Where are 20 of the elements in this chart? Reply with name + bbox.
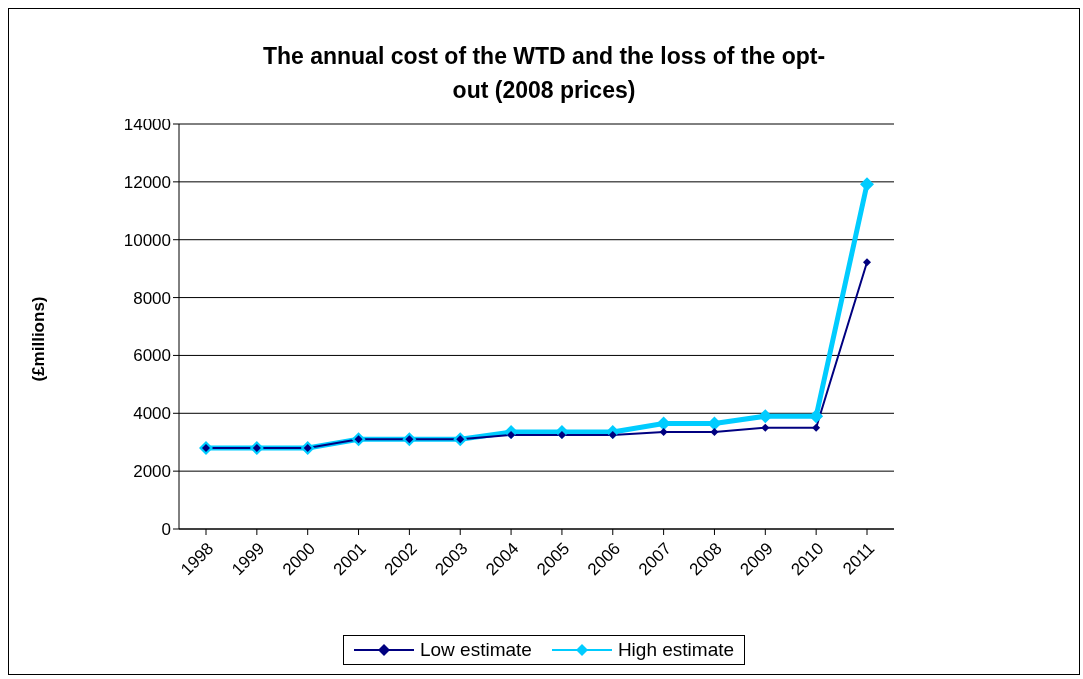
y-axis-title: (£millions) bbox=[29, 296, 49, 382]
y-tick-label: 8000 bbox=[133, 288, 171, 308]
legend-label: High estimate bbox=[617, 639, 735, 661]
y-tick-label: 0 bbox=[161, 520, 171, 540]
point bbox=[758, 409, 773, 424]
chart-title: The annual cost of the WTD and the loss of the opt-out (2008 prices) bbox=[261, 42, 827, 105]
point bbox=[809, 409, 824, 424]
y-tick-label: 10000 bbox=[123, 230, 171, 250]
y-tick-label: 6000 bbox=[133, 346, 171, 366]
point bbox=[710, 428, 719, 437]
y-tick-label: 12000 bbox=[123, 172, 171, 192]
point bbox=[761, 423, 770, 432]
point bbox=[659, 428, 668, 437]
point bbox=[812, 423, 821, 432]
y-tick-label: 14000 bbox=[123, 115, 171, 135]
point bbox=[860, 177, 874, 192]
legend-label: Low estimate bbox=[419, 639, 532, 661]
y-tick-label: 2000 bbox=[133, 462, 171, 482]
point bbox=[863, 258, 871, 267]
y-tick-label: 4000 bbox=[133, 404, 171, 424]
